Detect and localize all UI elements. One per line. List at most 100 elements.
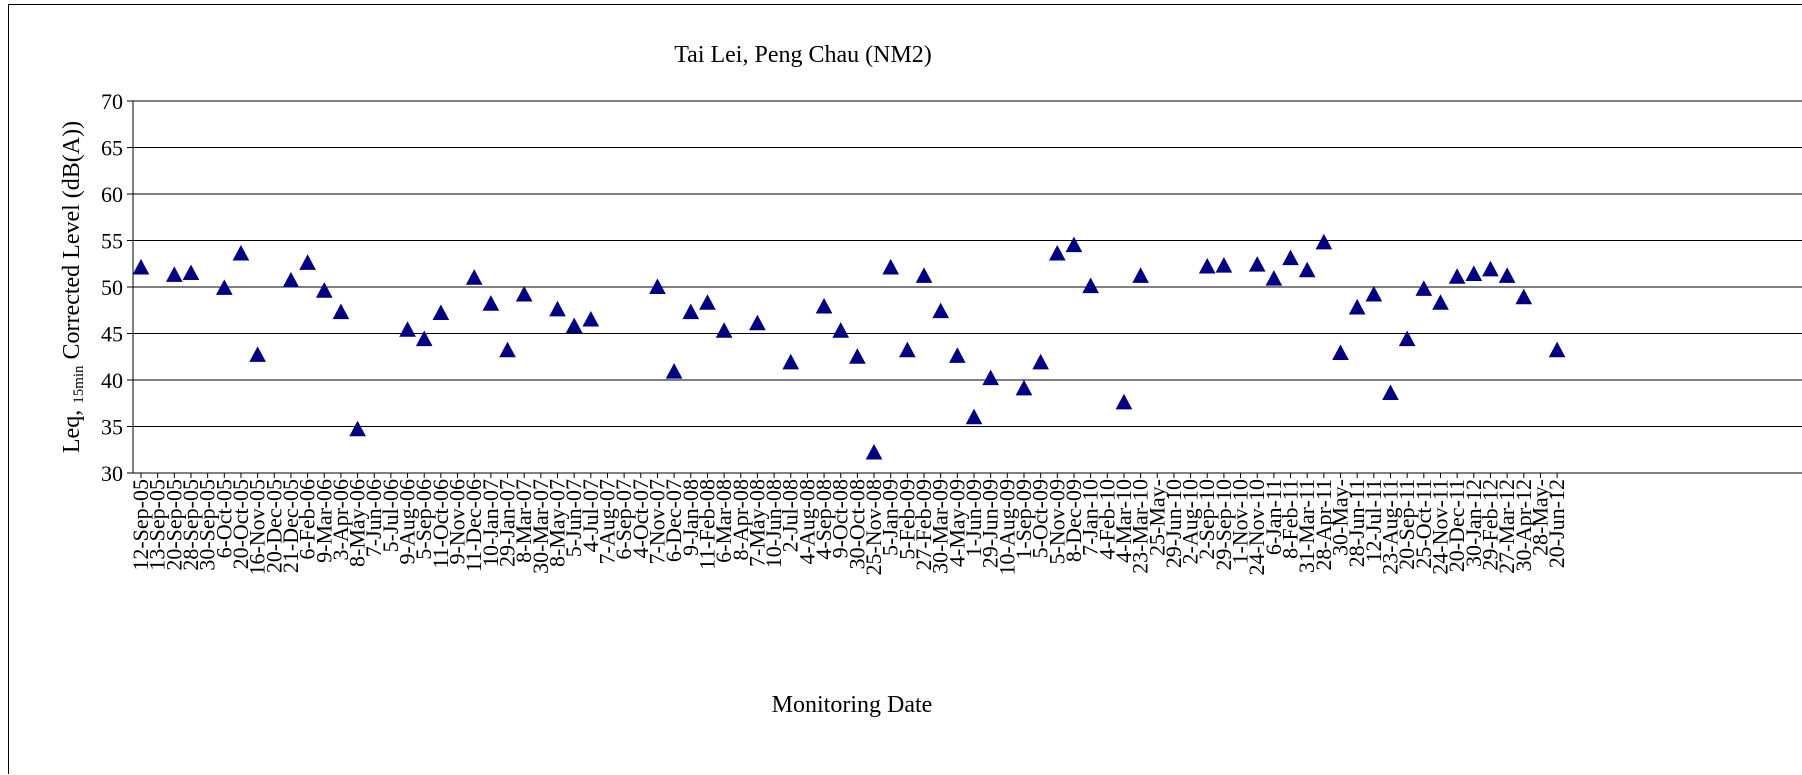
data-point-marker [432, 304, 450, 321]
data-point-marker [649, 278, 666, 294]
x-tick-label: 4-Jul-07 [578, 479, 603, 552]
data-point-marker [415, 330, 433, 347]
data-points [132, 233, 1566, 460]
x-tick-label: 20-Oct-05 [228, 479, 253, 569]
data-point-marker [132, 258, 150, 275]
data-point-marker [1015, 379, 1033, 396]
x-axis-label: Monitoring Date [772, 692, 933, 718]
y-axis-label-subscript: 15min [71, 365, 87, 404]
y-tick-label: 60 [101, 182, 123, 207]
x-tick-label: 20-Sep-05 [161, 479, 186, 571]
x-tick-label: 3-Apr-06 [328, 479, 353, 560]
x-tick-labels: 12-Sep-0513-Sep-0520-Sep-0528-Sep-0530-S… [128, 479, 1569, 576]
x-tick-label: 5-Jun-07 [561, 479, 586, 557]
grid-lines [133, 100, 1802, 427]
y-tick-labels: 30 35 40 45 50 55 60 65 70 [101, 89, 123, 486]
x-tick-label: 4-Sep-08 [811, 479, 836, 560]
x-tick-label: 1-Sep-09 [1011, 479, 1036, 560]
y-tick-label: 65 [101, 136, 123, 161]
x-tick-label: 5-Feb-09 [894, 479, 919, 560]
x-tick-label: 8-Mar-07 [511, 479, 536, 563]
data-point-marker [882, 258, 900, 275]
data-point-marker [1432, 294, 1449, 310]
x-tick-label: 29-Jun-09 [978, 479, 1003, 568]
x-tick-label: 12-Sep-05 [128, 479, 153, 571]
x-tick-label: 4-Oct-07 [628, 479, 653, 558]
data-point-marker [949, 347, 966, 363]
data-point-marker [699, 294, 716, 310]
data-point-marker [682, 303, 700, 320]
x-tick-label: 2-Sep-10 [1194, 479, 1219, 560]
y-tick-label: 35 [101, 415, 123, 440]
x-tick-label: 30-May- [1328, 479, 1353, 556]
x-tick-label: 5-Sep-06 [411, 479, 436, 560]
x-tick-label: 8-Dec-09 [1061, 479, 1086, 562]
data-point-marker [1348, 298, 1366, 315]
x-tick-label: 8-May-06 [345, 479, 370, 567]
x-tick-label: 30-Sep-05 [195, 479, 220, 571]
x-tick-label: 10-Aug-09 [994, 479, 1019, 576]
y-tick-label: 50 [101, 275, 123, 300]
x-tick-label: 8-May-07 [545, 479, 570, 567]
data-point-marker [1332, 344, 1349, 361]
data-point-marker [1315, 233, 1333, 250]
y-axis-label-main: Leq, [59, 404, 85, 453]
y-tick-label: 40 [101, 368, 123, 393]
data-point-marker [182, 264, 200, 281]
data-point-marker [1132, 267, 1149, 283]
y-tick-label: 70 [101, 89, 123, 114]
x-tick-label: 30-Oct-08 [844, 479, 869, 569]
data-point-marker [349, 420, 366, 437]
x-tick-label: 9-Nov-06 [445, 479, 470, 565]
x-tick-label: 29-Sep-10 [1211, 479, 1236, 571]
x-tick-label: 4-Aug-08 [794, 479, 819, 565]
data-point-marker [1282, 249, 1299, 266]
x-tick-label: 20-Dec-05 [261, 479, 286, 573]
data-point-marker [849, 348, 866, 364]
x-tick-label: 20-Sep-11 [1394, 479, 1419, 570]
x-tick-label: 16-Nov-05 [245, 479, 270, 576]
data-point-marker [715, 322, 733, 338]
data-point-marker [1398, 330, 1416, 347]
data-point-marker [1115, 393, 1133, 410]
x-tick-label: 10-Jan-07 [478, 479, 503, 567]
data-point-marker [915, 267, 933, 283]
data-point-marker [1248, 256, 1266, 272]
data-point-marker [782, 353, 800, 370]
x-tick-label: 2-Jul-08 [778, 479, 803, 552]
x-tick-label: 8-Feb-11 [1278, 479, 1303, 559]
data-point-marker [1265, 270, 1283, 286]
x-tick-label: 20-Dec-11 [1444, 479, 1469, 572]
data-point-marker [1032, 353, 1049, 370]
x-tick-label: 29-Feb-12 [1477, 479, 1502, 571]
data-point-marker [1448, 268, 1466, 284]
x-tick-label: 7-Jan-10 [1078, 479, 1103, 556]
x-tick-label: 5-Oct-09 [1028, 479, 1053, 558]
x-tick-label: 23-Mar-10 [1128, 479, 1153, 574]
chart-frame: 30 35 40 45 50 55 60 65 70 12-Sep-05 13-Sep-05 20-… [8, 4, 1802, 774]
data-point-marker [499, 341, 516, 358]
data-point-marker [965, 408, 983, 425]
x-tick-label: 4-Mar-10 [1111, 479, 1136, 563]
x-tick-label: 9-Oct-08 [828, 479, 853, 558]
data-point-marker [232, 244, 250, 261]
x-tick-label: 9-Mar-06 [311, 479, 336, 563]
data-point-marker [549, 300, 566, 317]
data-point-marker [215, 279, 233, 295]
data-point-marker [482, 295, 500, 311]
x-tick-label: 6-Feb-06 [295, 479, 320, 560]
x-tick-label: 25-Nov-08 [861, 479, 886, 576]
data-point-marker [1498, 267, 1516, 283]
x-tick-label: 30-Apr-12 [1511, 479, 1536, 571]
x-tick-label: 25-May- [1144, 479, 1169, 556]
x-tick-label: 5-Nov-09 [1044, 479, 1069, 565]
x-tick-label: 1-Nov-10 [1228, 479, 1253, 565]
data-point-marker [1465, 265, 1483, 281]
x-tick-label: 29-Jun-10 [1161, 479, 1186, 568]
x-tick-label: 29-Jan-07 [495, 479, 520, 567]
x-tick-label: 6-Jan-11 [1261, 479, 1286, 555]
x-tick-label: 13-Sep-05 [145, 479, 170, 571]
x-tick-label: 21-Dec-05 [278, 479, 303, 573]
x-tick-label: 31-Mar-11 [1294, 479, 1319, 573]
